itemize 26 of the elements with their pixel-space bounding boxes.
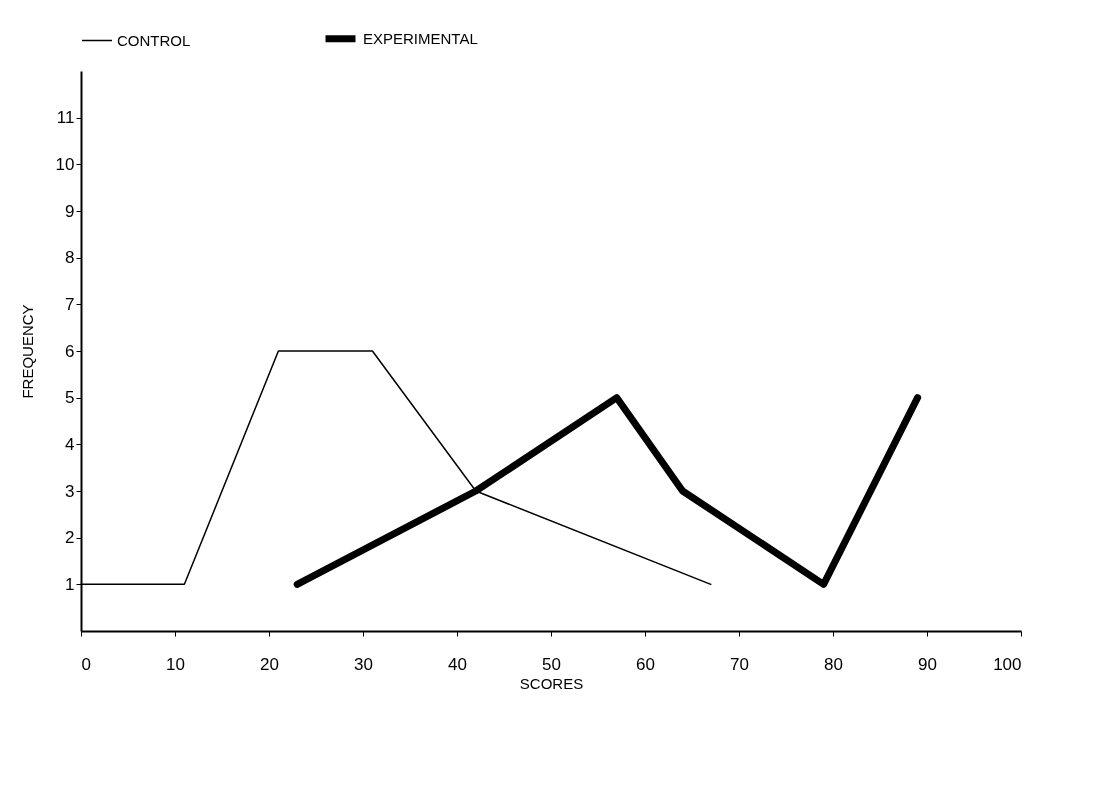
legend-label: CONTROL (117, 31, 191, 49)
y-tick-label: 11 (56, 108, 75, 128)
y-tick-label: 8 (65, 248, 75, 268)
x-tick-label: 90 (918, 654, 937, 674)
x-tick-label: 70 (730, 654, 749, 674)
x-tick-label: 20 (260, 654, 279, 674)
x-axis-title: SCORES (519, 674, 584, 692)
y-tick-label: 5 (65, 388, 75, 408)
y-tick-label: 10 (55, 154, 75, 174)
x-tick-label: 50 (542, 654, 561, 674)
y-tick-label: 2 (65, 528, 75, 548)
y-tick-label: 9 (65, 201, 75, 221)
y-tick-label: 4 (65, 434, 75, 454)
x-tick-label: 30 (354, 654, 373, 674)
y-tick-label: 1 (65, 574, 75, 594)
y-tick-label: 3 (65, 481, 75, 501)
x-tick-label: 0 (81, 654, 91, 674)
legend-label: EXPERIMENTAL (363, 29, 478, 47)
y-tick-label: 6 (65, 341, 75, 361)
x-tick-label: 40 (448, 654, 467, 674)
x-tick-label: 60 (636, 654, 655, 674)
x-tick-label: 80 (824, 654, 843, 674)
y-axis-title: FREQUENCY (18, 304, 36, 399)
y-tick-label: 7 (65, 294, 75, 314)
x-tick-label: 100 (993, 654, 1022, 674)
x-tick-label: 10 (166, 654, 185, 674)
